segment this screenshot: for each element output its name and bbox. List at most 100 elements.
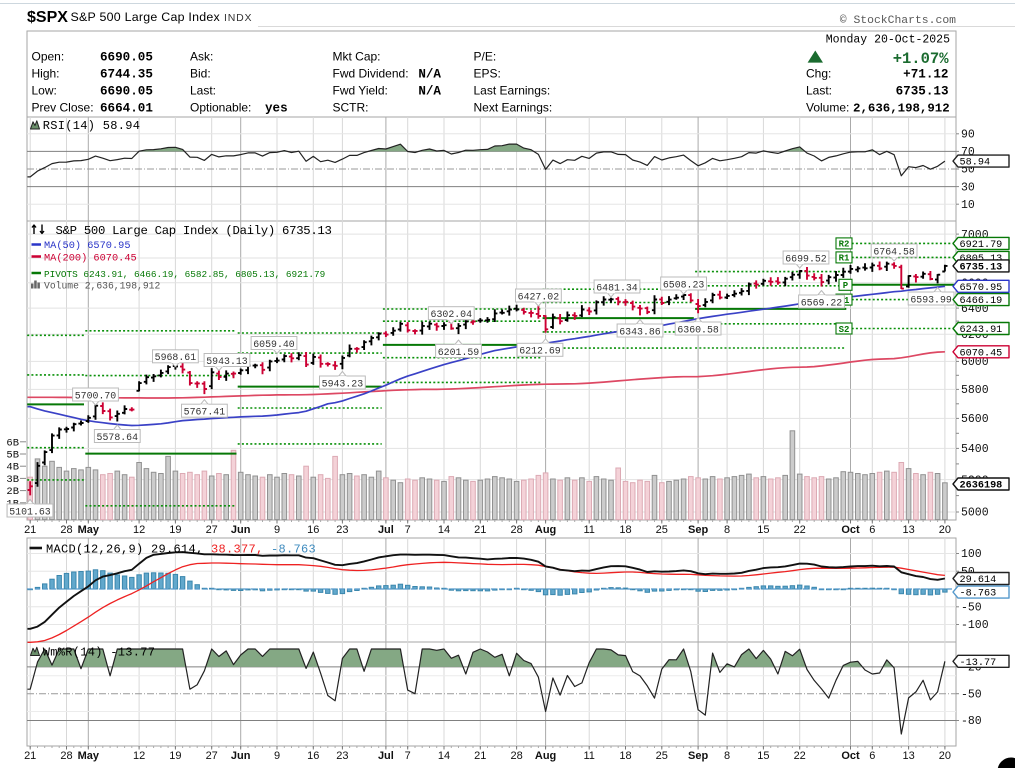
svg-text:N/A: N/A: [418, 68, 441, 82]
svg-text:9: 9: [274, 524, 280, 536]
svg-text:High:: High:: [32, 67, 60, 81]
svg-text:8: 8: [724, 750, 730, 762]
svg-text:9: 9: [274, 750, 280, 762]
svg-text:25: 25: [656, 750, 668, 762]
svg-text:S&P 500 Large Cap Index: S&P 500 Large Cap Index: [71, 10, 221, 24]
svg-text:Next Earnings:: Next Earnings:: [474, 101, 553, 115]
svg-text:Jun: Jun: [231, 524, 251, 536]
svg-text:Oct: Oct: [841, 524, 860, 536]
svg-text:EPS:: EPS:: [474, 67, 501, 81]
svg-text:-13.77: -13.77: [960, 658, 997, 669]
svg-text:SCTR:: SCTR:: [333, 101, 369, 115]
svg-text:P: P: [843, 281, 849, 291]
svg-text:5578.64: 5578.64: [97, 432, 139, 443]
svg-text:28: 28: [60, 750, 72, 762]
svg-text:6059.40: 6059.40: [253, 339, 295, 350]
svg-text:12: 12: [133, 750, 145, 762]
svg-text:6302.04: 6302.04: [431, 309, 473, 320]
svg-text:16: 16: [307, 524, 319, 536]
svg-text:8: 8: [724, 524, 730, 536]
svg-text:14: 14: [438, 524, 450, 536]
svg-text:2B: 2B: [6, 486, 19, 498]
svg-text:Mkt Cap:: Mkt Cap:: [333, 50, 381, 64]
svg-text:May: May: [78, 524, 100, 536]
svg-text:Low:: Low:: [32, 84, 57, 98]
svg-text:S2: S2: [839, 325, 850, 335]
svg-text:21: 21: [24, 524, 36, 536]
svg-text:25: 25: [656, 524, 668, 536]
svg-text:6570.95: 6570.95: [960, 283, 1003, 294]
svg-text:5700.70: 5700.70: [75, 390, 117, 401]
svg-text:6664.01: 6664.01: [100, 102, 153, 116]
svg-text:100: 100: [961, 548, 982, 561]
svg-text:16: 16: [307, 750, 319, 762]
svg-text:6744.35: 6744.35: [100, 68, 153, 82]
svg-text:6070.45: 6070.45: [960, 348, 1003, 359]
svg-text:Jul: Jul: [378, 524, 394, 536]
svg-text:N/A: N/A: [418, 85, 441, 99]
svg-text:22: 22: [794, 750, 806, 762]
svg-text:-50: -50: [961, 602, 982, 615]
svg-text:6593.99: 6593.99: [910, 294, 952, 305]
svg-text:6343.86: 6343.86: [619, 326, 661, 337]
svg-text:58.94: 58.94: [960, 158, 991, 169]
svg-text:90: 90: [961, 129, 975, 142]
svg-text:Ask:: Ask:: [190, 50, 213, 64]
svg-text:6735.13: 6735.13: [896, 85, 949, 99]
svg-text:6764.58: 6764.58: [873, 246, 915, 257]
svg-text:5943.13: 5943.13: [206, 356, 248, 367]
svg-text:6508.23: 6508.23: [663, 279, 705, 290]
svg-text:Open:: Open:: [32, 50, 65, 64]
svg-text:6690.05: 6690.05: [100, 51, 153, 65]
svg-text:Jul: Jul: [378, 750, 394, 762]
svg-text:15: 15: [757, 524, 769, 536]
svg-text:6201.59: 6201.59: [438, 347, 480, 358]
svg-text:INDX: INDX: [224, 12, 252, 24]
svg-text:5767.41: 5767.41: [184, 407, 226, 418]
svg-text:Volume 2,636,198,912: Volume 2,636,198,912: [44, 281, 160, 292]
svg-text:6735.13: 6735.13: [960, 263, 1003, 274]
svg-text:S&P 500 Large Cap Index (Daily: S&P 500 Large Cap Index (Daily) 6735.13: [56, 224, 332, 238]
svg-text:6B: 6B: [6, 437, 19, 449]
svg-text:23: 23: [336, 524, 348, 536]
svg-text:+71.12: +71.12: [903, 68, 948, 82]
svg-text:2,636,198,912: 2,636,198,912: [853, 102, 950, 116]
svg-text:3B: 3B: [6, 474, 19, 486]
svg-text:Bid:: Bid:: [190, 67, 211, 81]
svg-text:Monday 20-Oct-2025: Monday 20-Oct-2025: [826, 34, 950, 47]
svg-text:P/E:: P/E:: [474, 50, 497, 64]
svg-text:5943.23: 5943.23: [322, 378, 364, 389]
svg-text:$SPX: $SPX: [27, 9, 68, 26]
svg-text:R1: R1: [839, 254, 850, 264]
svg-text:18: 18: [619, 750, 631, 762]
svg-text:11: 11: [583, 750, 594, 762]
svg-text:22: 22: [794, 524, 806, 536]
svg-text:13: 13: [902, 750, 914, 762]
svg-text:Oct: Oct: [841, 750, 860, 762]
svg-text:4B: 4B: [6, 462, 19, 474]
svg-text:Volume:: Volume:: [806, 101, 849, 115]
svg-text:-8.763: -8.763: [960, 589, 997, 600]
svg-text:6: 6: [869, 524, 875, 536]
svg-text:19: 19: [169, 750, 181, 762]
svg-text:27: 27: [206, 524, 218, 536]
svg-text:PIVOTS 6243.91, 6466.19, 6582.: PIVOTS 6243.91, 6466.19, 6582.85, 6805.1…: [44, 269, 325, 280]
svg-text:21: 21: [24, 750, 36, 762]
svg-text:5800: 5800: [961, 384, 989, 397]
svg-text:6699.52: 6699.52: [785, 253, 827, 264]
svg-text:6427.02: 6427.02: [518, 291, 560, 302]
svg-text:6360.58: 6360.58: [677, 324, 719, 335]
svg-text:11: 11: [583, 524, 594, 536]
svg-text:5B: 5B: [6, 450, 19, 462]
svg-text:5400: 5400: [961, 443, 989, 456]
svg-text:Aug: Aug: [535, 524, 556, 536]
svg-text:23: 23: [336, 750, 348, 762]
svg-text:18: 18: [619, 524, 631, 536]
svg-text:5968.61: 5968.61: [155, 352, 197, 363]
svg-text:yes: yes: [265, 102, 288, 116]
svg-text:Wm%R(14) -13.77: Wm%R(14) -13.77: [43, 645, 156, 659]
svg-text:MACD(12,26,9) 29.614, 38.377,: MACD(12,26,9) 29.614, 38.377, -8.763: [46, 543, 316, 557]
svg-text:21: 21: [474, 750, 486, 762]
svg-text:6690.05: 6690.05: [100, 85, 153, 99]
svg-text:MA(200) 6070.45: MA(200) 6070.45: [44, 253, 137, 265]
